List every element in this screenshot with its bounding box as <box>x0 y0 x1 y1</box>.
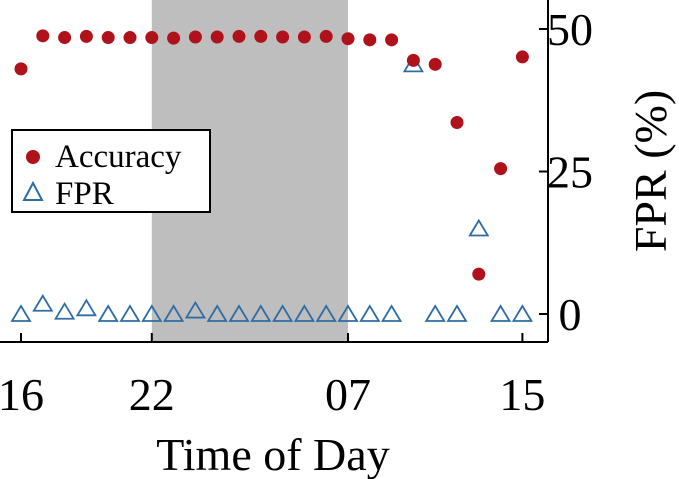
accuracy-point <box>36 29 50 43</box>
axes: 16 22 07 15 0 25 50 <box>0 0 593 420</box>
accuracy-point <box>297 30 311 44</box>
fpr-point <box>75 298 97 317</box>
y-tick-label: 0 <box>559 289 582 340</box>
x-tick-label: 22 <box>129 369 175 420</box>
accuracy-point <box>254 29 268 43</box>
y-axis-title: FPR (%) <box>625 90 676 252</box>
fpr-point <box>97 304 119 322</box>
x-tick-label: 15 <box>499 369 545 420</box>
legend-accuracy-label: Accuracy <box>55 139 182 175</box>
accuracy-point <box>167 31 181 45</box>
fpr-point <box>32 293 54 312</box>
fpr-point <box>468 218 490 237</box>
x-tick-label: 07 <box>325 369 371 420</box>
fpr-point <box>54 301 76 320</box>
legend-box <box>11 129 211 213</box>
y-tick-label: 50 <box>547 4 593 55</box>
legend-fpr-label: FPR <box>55 176 114 212</box>
fpr-point <box>184 300 206 319</box>
accuracy-point <box>145 31 159 45</box>
data-marks <box>10 29 533 322</box>
accuracy-point <box>363 33 377 47</box>
legend-accuracy-marker <box>26 150 40 164</box>
accuracy-point <box>319 29 333 43</box>
fpr-point <box>490 304 512 322</box>
accuracy-point <box>188 30 202 44</box>
fpr-point <box>250 304 272 322</box>
fpr-point <box>381 304 403 322</box>
accuracy-point <box>385 33 399 47</box>
fpr-point <box>424 304 446 322</box>
legend-fpr-marker <box>22 180 44 201</box>
accuracy-point <box>406 53 420 67</box>
y-tick-label: 25 <box>547 147 593 198</box>
accuracy-point <box>58 31 72 45</box>
accuracy-point <box>515 50 529 64</box>
fpr-point <box>119 304 141 322</box>
x-axis-title: Time of Day <box>156 429 389 479</box>
fpr-point <box>228 304 250 322</box>
fpr-point <box>163 304 185 322</box>
fpr-point <box>272 304 294 322</box>
accuracy-point <box>123 31 137 45</box>
fpr-point <box>141 304 163 322</box>
fpr-point <box>511 304 533 322</box>
fpr-point <box>293 304 315 322</box>
accuracy-point <box>232 29 246 43</box>
fpr-point <box>446 304 468 322</box>
accuracy-point <box>276 30 290 44</box>
fpr-point <box>315 304 337 322</box>
fpr-point <box>206 304 228 322</box>
legend: Accuracy FPR <box>11 129 211 213</box>
accuracy-point <box>79 29 93 43</box>
accuracy-point <box>210 30 224 44</box>
accuracy-point <box>472 267 486 281</box>
accuracy-point <box>494 162 508 176</box>
fpr-point <box>337 304 359 322</box>
accuracy-point <box>450 115 464 129</box>
fpr-point <box>10 304 32 322</box>
accuracy-point <box>14 62 28 76</box>
fpr-point <box>359 304 381 322</box>
x-tick-label: 16 <box>0 369 44 420</box>
accuracy-point <box>101 31 115 45</box>
accuracy-point <box>341 32 355 46</box>
accuracy-point <box>428 57 442 71</box>
